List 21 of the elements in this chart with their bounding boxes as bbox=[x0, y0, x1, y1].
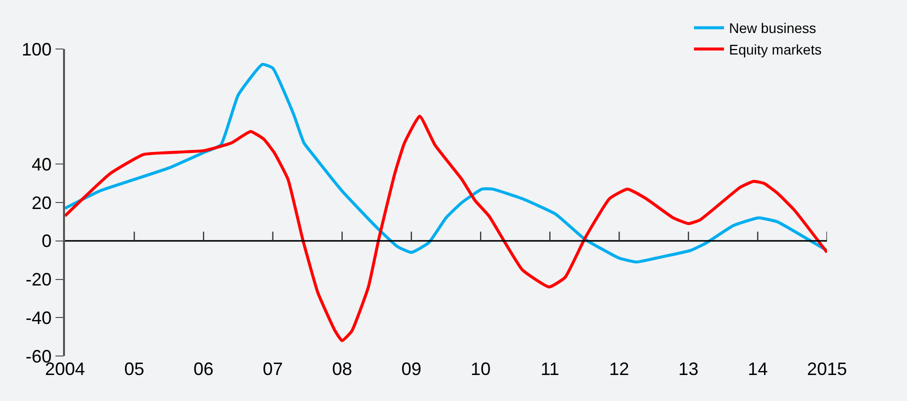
y-tick-label: 100 bbox=[22, 39, 52, 60]
y-tick-label: -20 bbox=[26, 270, 52, 290]
x-tick-label: 2015 bbox=[806, 359, 848, 379]
y-tick-label: 20 bbox=[32, 192, 52, 213]
x-tick-label: 10 bbox=[470, 359, 491, 379]
line-series bbox=[65, 62, 827, 264]
x-tick-label: 05 bbox=[124, 359, 144, 379]
x-tick-label: 12 bbox=[609, 359, 630, 379]
legend-label: New business bbox=[729, 20, 816, 36]
x-tick-label: 07 bbox=[262, 359, 283, 379]
x-tick-label: 08 bbox=[332, 359, 352, 379]
x-tick-label: 14 bbox=[748, 359, 768, 379]
line-series bbox=[65, 114, 827, 342]
y-tick-label: 0 bbox=[42, 231, 52, 252]
x-tick-label: 13 bbox=[678, 359, 698, 379]
x-tick-label: 09 bbox=[401, 359, 422, 379]
y-tick-label: 40 bbox=[32, 154, 52, 174]
x-tick-label: 11 bbox=[540, 359, 560, 379]
x-tick-label: 06 bbox=[194, 359, 214, 379]
y-tick-label: -40 bbox=[26, 308, 52, 328]
legend-label: Equity markets bbox=[729, 41, 822, 58]
